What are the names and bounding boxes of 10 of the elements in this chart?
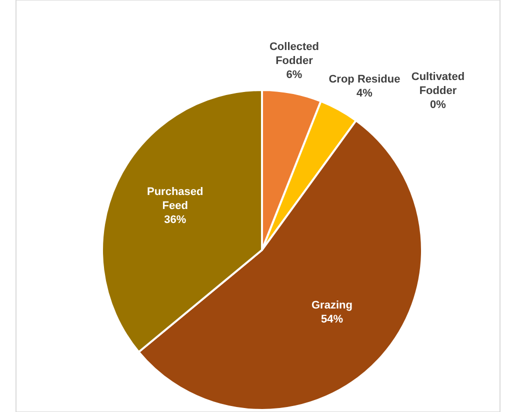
category-label: Cultivated Fodder bbox=[411, 70, 465, 97]
slice-label: Collected Fodder bbox=[269, 41, 319, 68]
slice-label: Grazing bbox=[312, 300, 352, 312]
data-label: 36% bbox=[164, 214, 186, 226]
data-label: 54% bbox=[320, 314, 344, 326]
slice-label: Purchased Feed bbox=[147, 186, 204, 212]
data-label: 4% bbox=[356, 87, 373, 100]
text: 0% bbox=[430, 98, 446, 111]
data-label: 6% bbox=[286, 69, 302, 82]
slice-label: Crop Residue bbox=[328, 73, 400, 86]
